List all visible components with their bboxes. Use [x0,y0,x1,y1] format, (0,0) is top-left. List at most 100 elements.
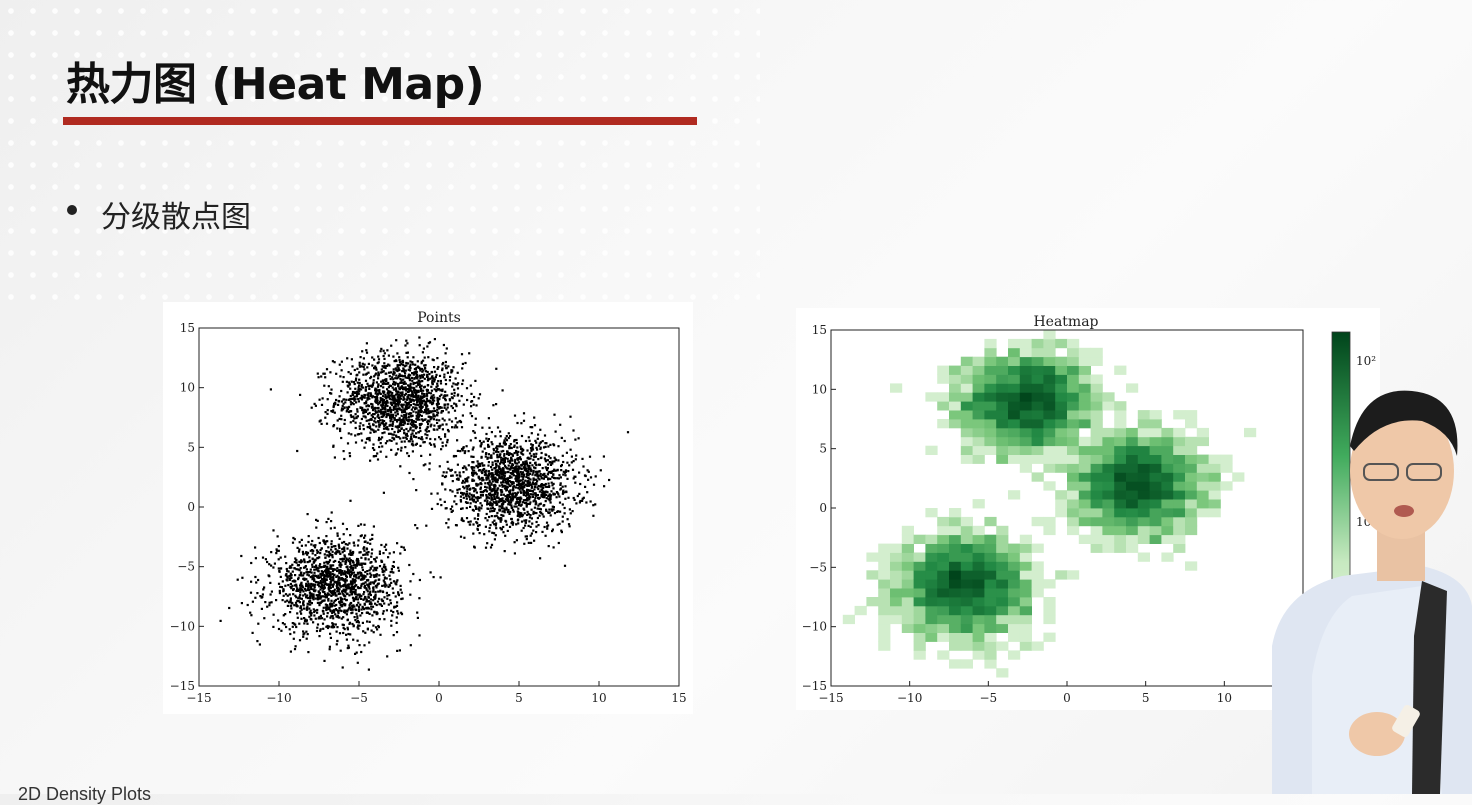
scatter-point [491,474,493,476]
scatter-point [375,579,377,581]
scatter-point [329,559,331,561]
scatter-point [351,593,353,595]
scatter-point [347,385,349,387]
scatter-point [294,648,296,650]
heatmap-cell [902,624,914,633]
scatter-point [522,471,524,473]
scatter-point [369,576,371,578]
heatmap-cell [1055,410,1067,419]
scatter-point [373,631,375,633]
heatmap-cell [984,383,996,392]
scatter-point [358,433,360,435]
scatter-point [531,464,533,466]
scatter-point [349,388,351,390]
scatter-point [370,418,372,420]
scatter-point [391,404,393,406]
scatter-point [521,521,523,523]
scatter-point [373,455,375,457]
scatter-point [324,543,326,545]
heatmap-cell [1126,544,1138,553]
scatter-point [457,478,459,480]
scatter-point [541,452,543,454]
heatmap-cell [1114,437,1126,446]
scatter-point [420,390,422,392]
scatter-point [444,404,446,406]
scatter-point [525,470,527,472]
scatter-point [586,491,588,493]
heatmap-cell [1067,499,1079,508]
heatmap-cell [996,561,1008,570]
heatmap-cell [925,392,937,401]
scatter-point [363,591,365,593]
scatter-point [390,602,392,604]
scatter-point [502,389,504,391]
scatter-point [437,412,439,414]
scatter-point [504,550,506,552]
scatter-point [485,472,487,474]
scatter-point [369,543,371,545]
scatter-point [372,599,374,601]
scatter-point [511,466,513,468]
heatmap-cell [925,508,937,517]
scatter-point [268,563,270,565]
heatmap-cell [949,410,961,419]
scatter-point [350,414,352,416]
scatter-point [486,542,488,544]
scatter-point [395,583,397,585]
scatter-point [512,455,514,457]
scatter-point [320,375,322,377]
scatter-point [534,440,536,442]
scatter-point [285,562,287,564]
scatter-point [385,416,387,418]
scatter-point [528,520,530,522]
scatter-point [466,498,468,500]
scatter-point [485,453,487,455]
scatter-point [455,403,457,405]
scatter-point [377,625,379,627]
scatter-point [379,553,381,555]
scatter-point [485,438,487,440]
scatter-point [511,494,513,496]
scatter-point [430,386,432,388]
scatter-point [299,541,301,543]
heatmap-cell [1067,446,1079,455]
heatmap-cell [1032,357,1044,366]
scatter-point [387,402,389,404]
heatmap-cell [1126,455,1138,464]
scatter-point [324,557,326,559]
scatter-point [535,471,537,473]
scatter-point [445,423,447,425]
scatter-point [347,442,349,444]
scatter-point [529,467,531,469]
scatter-point [335,399,337,401]
scatter-point [431,377,433,379]
scatter-point [425,412,427,414]
scatter-point [480,443,482,445]
scatter-point [492,521,494,523]
scatter-point [275,552,277,554]
scatter-point [337,598,339,600]
scatter-point [406,433,408,435]
scatter-point [529,501,531,503]
scatter-point [317,557,319,559]
scatter-point [535,453,537,455]
scatter-point [627,431,629,433]
scatter-point [409,367,411,369]
scatter-point [385,569,387,571]
scatter-point [319,399,321,401]
scatter-point [430,493,432,495]
heatmap-cell [1008,490,1020,499]
scatter-point [513,486,515,488]
heatmap-cell [1032,517,1044,526]
scatter-point [321,578,323,580]
scatter-point [344,581,346,583]
scatter-point [287,584,289,586]
scatter-point [477,513,479,515]
scatter-point [517,508,519,510]
scatter-point [436,397,438,399]
scatter-point [374,388,376,390]
scatter-point [476,492,478,494]
heatmap-cell [878,642,890,651]
scatter-point [492,480,494,482]
scatter-point [338,400,340,402]
